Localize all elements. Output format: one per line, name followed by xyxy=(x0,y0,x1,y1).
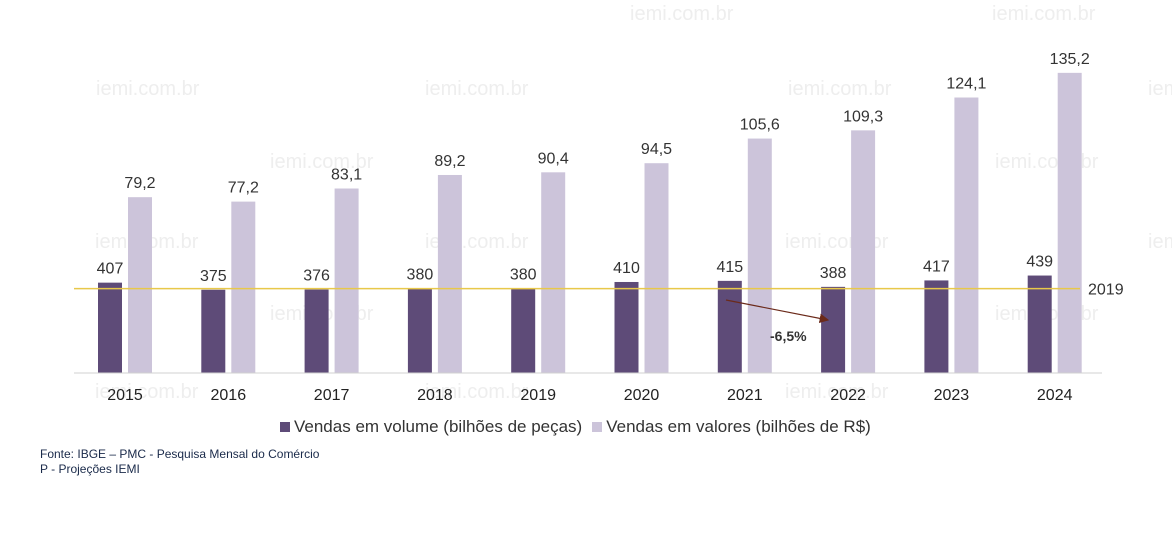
bar-value-2024 xyxy=(1057,72,1082,373)
watermark-text: iemi.com.br xyxy=(785,381,889,403)
x-tick-2016: 2016 xyxy=(211,387,247,404)
bar-value-2023 xyxy=(954,97,979,374)
watermark-text: iemi.com.br xyxy=(788,78,892,100)
source-note: Fonte: IBGE – PMC - Pesquisa Mensal do C… xyxy=(40,447,319,477)
bar-value-2020 xyxy=(644,163,669,373)
value-data-labels: 79,2 77,2 83,1 89,2 90,4 94,5 105,6 109,3 124,1 1… xyxy=(124,51,1089,197)
data-label-volume-2019: 380 xyxy=(510,267,537,284)
bar-value-2021 xyxy=(747,138,772,373)
bar-value-2017 xyxy=(334,188,359,373)
data-label-volume-2021: 415 xyxy=(716,259,743,276)
watermark-text: iemi.com.br xyxy=(425,381,529,403)
watermark-text: iemi.com.br xyxy=(630,3,734,25)
data-label-value-2022: 109,3 xyxy=(843,108,883,125)
data-label-value-2018: 89,2 xyxy=(434,153,465,170)
watermark-text: iemi.com.br xyxy=(995,151,1099,173)
data-label-value-2020: 94,5 xyxy=(641,141,672,158)
data-label-value-2015: 79,2 xyxy=(124,175,155,192)
legend: Vendas em volume (bilhões de peças) Vend… xyxy=(280,417,881,437)
watermark-text: iemi.com.br xyxy=(425,78,529,100)
data-label-volume-2023: 417 xyxy=(923,258,950,275)
bar-value-2019 xyxy=(541,172,566,373)
bar-volume-2015 xyxy=(98,282,122,373)
bar-volume-2020 xyxy=(614,281,639,373)
reference-line-label: 2019 xyxy=(1088,282,1124,299)
data-label-value-2024: 135,2 xyxy=(1050,51,1090,68)
data-label-volume-2024: 439 xyxy=(1026,254,1053,271)
legend-label-value: Vendas em valores (bilhões de R$) xyxy=(606,417,871,436)
data-label-value-2023: 124,1 xyxy=(946,75,986,92)
annotation-label: -6,5% xyxy=(770,328,807,344)
watermark-text: iemi.com.br xyxy=(992,3,1096,25)
x-tick-2022: 2022 xyxy=(830,387,866,404)
bar-volume-2023 xyxy=(924,280,949,373)
bar-volume-2021 xyxy=(717,280,742,373)
data-label-volume-2016: 375 xyxy=(200,268,227,285)
source-line-1: Fonte: IBGE – PMC - Pesquisa Mensal do C… xyxy=(40,447,320,461)
legend-swatch-value xyxy=(592,422,603,432)
legend-swatch-volume xyxy=(280,422,290,432)
source-line-2: P - Projeções IEMI xyxy=(40,462,140,476)
data-label-volume-2018: 380 xyxy=(407,267,434,284)
series-value xyxy=(128,72,1082,374)
data-label-volume-2022: 388 xyxy=(820,265,847,282)
bar-volume-2017 xyxy=(304,289,329,373)
watermark-text: iemi.com.br xyxy=(270,151,374,173)
series-volume xyxy=(98,275,1052,373)
bar-volume-2024 xyxy=(1027,275,1052,373)
x-tick-2024: 2024 xyxy=(1037,387,1073,404)
bar-volume-2018 xyxy=(407,288,432,373)
data-label-volume-2015: 407 xyxy=(97,261,124,278)
x-tick-2023: 2023 xyxy=(934,387,970,404)
bar-volume-2019 xyxy=(511,288,536,373)
data-label-volume-2017: 376 xyxy=(303,268,330,285)
data-label-value-2019: 90,4 xyxy=(538,150,569,167)
legend-item-volume: Vendas em volume (bilhões de peças) xyxy=(280,417,582,437)
volume-data-labels: 407 375 376 380 380 410 415 388 417 439 xyxy=(97,254,1053,285)
watermark-text: iemi.com.br xyxy=(95,381,199,403)
bar-value-2016 xyxy=(231,201,256,373)
legend-label-volume: Vendas em volume (bilhões de peças) xyxy=(294,417,583,436)
x-tick-2020: 2020 xyxy=(624,387,660,404)
data-label-value-2017: 83,1 xyxy=(331,167,362,184)
x-tick-2015: 2015 xyxy=(107,387,143,404)
bar-value-2015 xyxy=(128,197,152,373)
watermark-text: iemi.com.br xyxy=(96,78,200,100)
chart: iemi.com.br iemi.com.br iemi.com.br iemi.co… xyxy=(74,3,1172,404)
data-label-value-2021: 105,6 xyxy=(740,117,780,134)
bar-volume-2022 xyxy=(821,286,846,373)
x-tick-2021: 2021 xyxy=(727,387,763,404)
legend-item-value: Vendas em valores (bilhões de R$) xyxy=(592,417,871,437)
watermark-text: iemi.com.br xyxy=(1148,231,1172,253)
x-tick-2018: 2018 xyxy=(417,387,453,404)
bar-volume-2016 xyxy=(201,289,226,373)
data-label-value-2016: 77,2 xyxy=(228,180,259,197)
data-label-volume-2020: 410 xyxy=(613,260,640,277)
watermark-text: iemi.com.br xyxy=(1148,78,1172,100)
bar-value-2022 xyxy=(851,130,876,373)
bar-value-2018 xyxy=(437,174,462,373)
x-tick-2019: 2019 xyxy=(520,387,556,404)
annotation-arrow xyxy=(725,299,830,324)
x-axis-tick-labels: 2015 2016 2017 2018 2019 2020 2021 2022 2023 2024 xyxy=(107,387,1072,404)
x-tick-2017: 2017 xyxy=(314,387,350,404)
